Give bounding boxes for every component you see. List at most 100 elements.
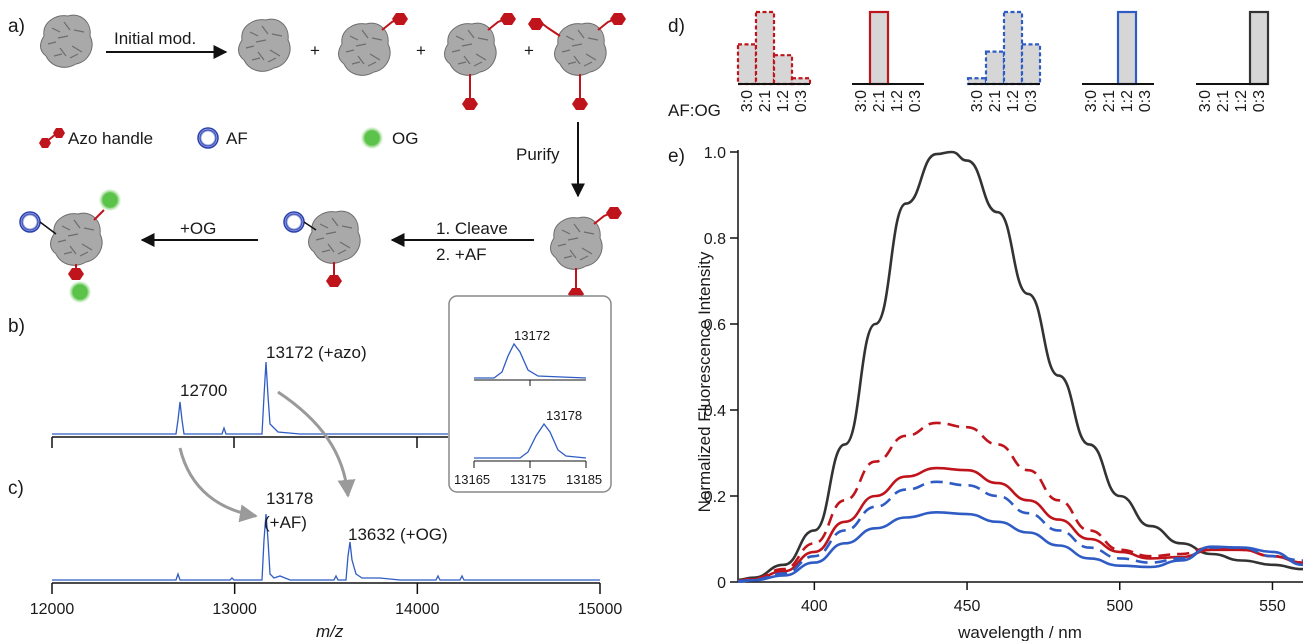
panel-label-c: c) [8, 478, 24, 499]
ms-label-12700: 12700 [180, 381, 227, 400]
arrow-cleave-label-1: 1. Cleave [436, 219, 508, 238]
distribution-bar [754, 10, 776, 86]
inset-label-13178: 13178 [546, 408, 582, 423]
distribution-bar [1116, 10, 1138, 86]
distribution-tick-label: 1:2 [1005, 90, 1022, 112]
ms-xlabel: m/z [316, 622, 344, 641]
af-linker-icon [39, 221, 57, 235]
ms-x-ticks: 12000 13000 14000 15000 [30, 583, 623, 618]
af-linker-icon [303, 221, 317, 231]
mass-spec-panel: 12700 13172 (+azo) 12000 13000 14000 15000 … [30, 295, 623, 641]
legend-og-icon [361, 127, 383, 149]
distribution-tick-label: 3:0 [853, 90, 870, 112]
distribution-tick-label: 1:2 [889, 90, 906, 112]
spectra-x-tick-label: 500 [1106, 598, 1133, 615]
distribution-tick-label: 2:1 [1215, 90, 1232, 112]
legend-azo-label: Azo handle [68, 129, 153, 148]
distribution-tick-label: 1:2 [775, 90, 792, 112]
distribution-tick-label: 0:3 [907, 90, 924, 112]
azo-head-icon [392, 13, 408, 25]
protein-product-2 [443, 22, 497, 76]
arrow-purify-label: Purify [516, 145, 560, 164]
azo-head-icon [500, 13, 516, 25]
arrow-og-label: +OG [180, 219, 216, 238]
inset-label-13172: 13172 [514, 328, 550, 343]
protein-product-1 [337, 22, 391, 76]
ms-label-13632: 13632 (+OG) [348, 525, 448, 544]
azo-handle-icon [93, 209, 105, 221]
azo-head-icon [572, 98, 588, 110]
distribution-tick-label: 2:1 [871, 90, 888, 112]
ms-x-tick-label: 13000 [212, 601, 257, 618]
distribution-tick-label: 0:3 [1023, 90, 1040, 112]
spectrum-line-2 [737, 466, 1303, 583]
distribution-tick-label: 2:1 [757, 90, 774, 112]
inset-box [448, 295, 612, 493]
protein-final [49, 212, 103, 266]
protein-unmodified [39, 14, 93, 68]
protein-af [307, 210, 361, 264]
distribution-bar [1002, 10, 1024, 86]
distribution-tick-label: 0:3 [1251, 90, 1268, 112]
azo-head-icon [528, 18, 544, 30]
legend-af-label: AF [226, 129, 248, 148]
spectra-x-tick-label: 450 [954, 598, 981, 615]
arrow-cleave-label-2: 2. +AF [436, 245, 487, 264]
azo-head-icon [68, 268, 84, 280]
protein-product-0 [237, 18, 291, 72]
ms-trace-c [52, 513, 600, 581]
distribution-panel: 3:0 2:1 1:2 0:3 3:0 2:1 1:2 0:3 3:0 2:1 1:2 0:3 3:0 2… [736, 10, 1270, 112]
distribution-chart-4: 3:0 2:1 1:2 0:3 [1196, 10, 1270, 112]
distribution-tick-label: 2:1 [1101, 90, 1118, 112]
inset-trace-bottom [474, 422, 587, 459]
distribution-bar [736, 43, 758, 86]
inset-trace-top [474, 342, 587, 379]
spectra-y-tick-label: 0.6 [704, 317, 726, 334]
ms-label-13178: 13178 [266, 489, 313, 508]
ms-x-tick-label: 15000 [578, 601, 623, 618]
distribution-bar [1020, 43, 1042, 86]
distribution-tick-label: 3:0 [969, 90, 986, 112]
spectra-y-tick-label: 1.0 [704, 145, 726, 162]
distribution-xlabel: AF:OG [668, 101, 721, 120]
arrow-azo-to-og [277, 390, 356, 498]
plus-1: + [310, 41, 320, 60]
scheme-panel: Initial mod. + + + Azo handle AF OG Puri… [19, 13, 626, 303]
panel-label-d: d) [668, 16, 685, 37]
azo-head-icon [326, 275, 342, 287]
ms-x-tick-label: 12000 [30, 601, 75, 618]
distribution-tick-label: 3:0 [1197, 90, 1214, 112]
ms-label-13178-af: (+AF) [264, 513, 307, 532]
panel-label-b: b) [8, 316, 25, 337]
protein-purified [549, 216, 603, 270]
distribution-bar [868, 10, 890, 86]
distribution-bar [772, 54, 794, 86]
spectra-y-tick-label: 0.4 [704, 403, 726, 420]
spectra-xlabel: wavelength / nm [957, 623, 1082, 641]
legend-og-label: OG [392, 129, 418, 148]
distribution-bar [984, 50, 1006, 86]
spectra-y-tick-label: 0.8 [704, 231, 726, 248]
af-dye-icon [283, 211, 305, 233]
inset-tick-label-2: 13185 [566, 472, 602, 487]
spectrum-line-3 [737, 480, 1303, 583]
distribution-tick-label: 2:1 [987, 90, 1004, 112]
legend-azo-head-icon [53, 128, 65, 138]
distribution-tick-label: 0:3 [1137, 90, 1154, 112]
af-dye-icon [19, 211, 41, 233]
spectra-x-tick-label: 400 [801, 598, 828, 615]
panel-label-e: e) [668, 146, 685, 167]
distribution-chart-3: 3:0 2:1 1:2 0:3 [1082, 10, 1154, 112]
distribution-chart-0: 3:0 2:1 1:2 0:3 [736, 10, 812, 112]
distribution-tick-label: 1:2 [1119, 90, 1136, 112]
spectrum-line-1 [737, 421, 1303, 582]
spectrum-line-0 [737, 150, 1303, 582]
arrow-initial-mod-label: Initial mod. [114, 29, 196, 48]
og-dye-icon [99, 189, 121, 211]
inset-tick-label-1: 13175 [510, 472, 546, 487]
distribution-tick-label: 1:2 [1233, 90, 1250, 112]
spectra-panel: 0 0.2 0.4 0.6 0.8 1.0 400 450 500 550 [704, 145, 1303, 615]
arrow-to-af [178, 447, 258, 523]
ms-trace-b [52, 361, 448, 435]
